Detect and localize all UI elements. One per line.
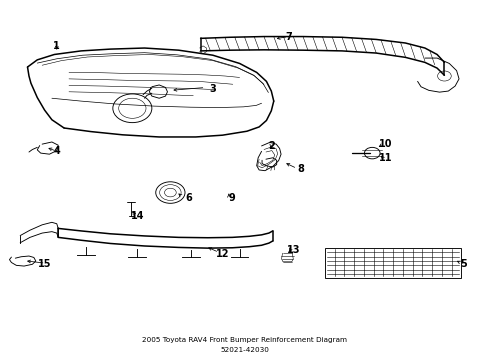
Bar bbox=[325, 248, 461, 278]
Text: 7: 7 bbox=[285, 32, 291, 41]
Text: 14: 14 bbox=[130, 211, 143, 221]
Text: 1: 1 bbox=[53, 41, 60, 50]
Text: 2005 Toyota RAV4 Front Bumper Reinforcement Diagram: 2005 Toyota RAV4 Front Bumper Reinforcem… bbox=[142, 337, 346, 343]
Text: 10: 10 bbox=[378, 139, 392, 149]
Text: 9: 9 bbox=[228, 193, 235, 203]
Text: 5: 5 bbox=[460, 259, 467, 269]
Text: 2: 2 bbox=[267, 141, 274, 151]
Text: 13: 13 bbox=[286, 245, 300, 255]
Text: 6: 6 bbox=[184, 193, 191, 203]
Text: 11: 11 bbox=[378, 153, 392, 163]
Text: 15: 15 bbox=[38, 259, 51, 269]
Text: 52021-42030: 52021-42030 bbox=[220, 347, 268, 354]
Text: 3: 3 bbox=[209, 84, 216, 94]
Text: 12: 12 bbox=[215, 248, 229, 258]
Text: 8: 8 bbox=[297, 164, 304, 174]
Text: 4: 4 bbox=[53, 146, 60, 156]
